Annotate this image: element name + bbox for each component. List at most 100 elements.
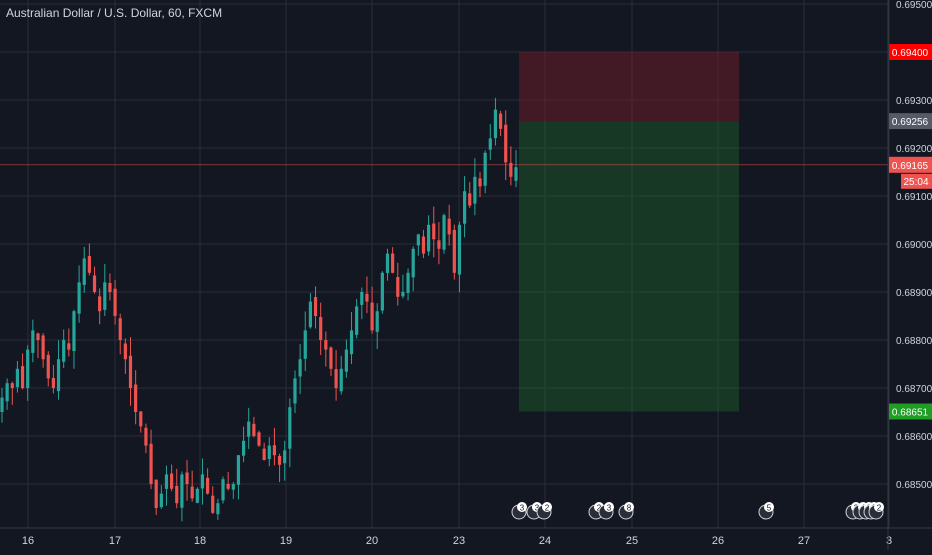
candle-body [478,178,482,187]
candle-body [134,384,138,412]
candle-body [262,448,266,460]
candle-body [236,455,241,485]
candle-body [0,397,4,412]
candle-body [206,477,210,494]
candle-body [349,330,354,355]
event-badge[interactable]: 2 [536,502,552,520]
last-price-label-bg [889,156,932,173]
candle-body [267,445,271,460]
y-tick-label: 0.69500 [896,0,932,11]
candle-body [452,229,456,273]
event-badge[interactable]: 8 [618,502,634,520]
x-tick-label: 24 [539,535,551,547]
candle-body [447,218,451,235]
event-badge[interactable]: 3 [511,502,527,520]
candle-body [483,152,487,186]
stop-loss-zone [519,52,739,122]
countdown-bg [901,173,932,189]
price-labels: 0.69400 0.69256 0.69165 25:04 0.68651 [889,44,932,420]
candle-body [175,485,179,504]
y-tick-label: 0.69300 [896,96,932,107]
candle-body [36,333,40,340]
candle-body [514,167,518,181]
candle-body [385,253,390,273]
badge-count: 2 [877,504,882,513]
candle-body [195,488,199,503]
candle-body [241,440,246,456]
candle-body [56,359,61,392]
candle-body [149,443,153,484]
event-badge[interactable]: 5 [758,502,774,520]
candle-body [154,479,158,508]
event-badge[interactable]: 2 [868,502,884,520]
candle-body [180,474,184,508]
candle-body [334,369,338,388]
y-tick-label: 0.69200 [896,144,932,155]
candle-body [488,138,492,150]
target-price-label-bg [889,403,932,420]
y-tick-label: 0.69000 [896,240,932,251]
event-badges[interactable]: 332238524222 [511,502,884,520]
candle-body [98,296,102,312]
candle-body [344,349,348,372]
y-tick-label: 0.68700 [896,384,932,395]
candle-body [293,378,297,404]
x-tick-label: 20 [366,535,378,547]
candle-body [139,411,143,427]
candle-body [164,474,169,489]
badge-count-bg [542,502,552,512]
badge-count-bg [874,502,884,512]
candle-body [51,377,55,388]
candle-body [277,455,282,465]
candle-body [170,473,174,489]
candle-body [298,359,302,377]
x-tick-label: 18 [194,535,206,547]
candle-body [231,484,235,490]
candle-body [493,109,498,139]
candle-body [401,292,405,297]
candle-body [283,450,287,464]
stop-price-label-bg [889,44,932,60]
badge-count: 2 [545,504,550,513]
candle-body [92,275,97,292]
candle-body [252,423,256,436]
x-tick-label: 17 [109,535,121,547]
candle-body [288,407,292,449]
badge-count: 2 [597,504,602,513]
candle-body [473,176,477,204]
badge-count-bg [604,502,614,512]
candle-body [396,277,400,297]
candle-body [72,311,76,352]
candle-body [442,215,446,250]
x-tick-label: 23 [453,535,465,547]
candle-body [200,474,205,489]
candle-body [468,193,472,206]
badge-count: 3 [520,504,525,513]
candle-body [370,302,374,331]
candle-body [128,355,133,388]
candle-body [46,354,50,379]
candle-body [216,503,220,515]
y-tick-label: 0.68900 [896,288,932,299]
x-tick-label: 19 [280,535,292,547]
candle-body [20,366,25,388]
candle-body [339,368,343,392]
candle-body [103,282,107,310]
candle-body [159,493,163,508]
candle-body [77,282,81,314]
x-tick-label: 27 [798,535,810,547]
badge-count-bg [624,502,634,512]
position-zones [0,52,888,412]
stop-price-label: 0.69400 [892,48,929,59]
candle-body [5,383,9,402]
candle-body [62,340,66,362]
target-price-label: 0.68651 [892,408,929,419]
event-badge[interactable]: 3 [598,502,614,520]
candle-body [221,479,225,501]
y-tick-label: 0.69100 [896,192,932,203]
candle-body [360,292,364,305]
x-tick-label: 25 [626,535,638,547]
candle-body [432,223,436,240]
